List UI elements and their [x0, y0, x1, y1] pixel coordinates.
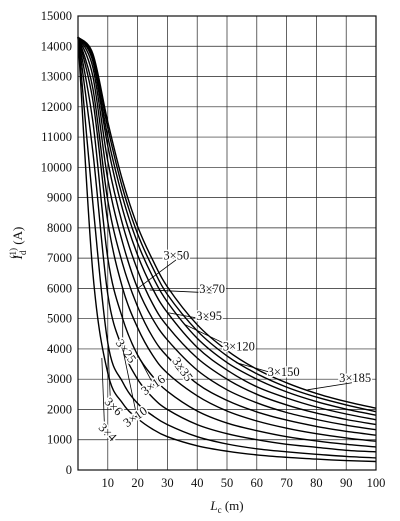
leader-line-3x6 [107, 342, 112, 410]
y-tick-label-0: 0 [66, 463, 72, 477]
x-axis-title-sub: c [218, 505, 222, 515]
y-tick-label-14000: 14000 [41, 39, 72, 53]
series-line-3x35 [77, 37, 377, 436]
x-tick-label-60: 60 [251, 476, 264, 490]
y-tick-label-12000: 12000 [41, 100, 72, 114]
x-tick-label-10: 10 [102, 476, 115, 490]
series-line-3x120 [77, 36, 377, 416]
x-tick-label-70: 70 [280, 476, 293, 490]
y-tick-label-8000: 8000 [47, 221, 72, 235]
x-tick-label-40: 40 [191, 476, 204, 490]
y-axis-title-sub: d [18, 250, 28, 255]
series-line-3x50 [77, 36, 377, 431]
y-axis-title-sup: (1) [8, 248, 18, 259]
series-line-3x6 [77, 37, 377, 459]
series-label-3x16: 3×16 [139, 372, 168, 398]
series-label-3x185: 3×185 [339, 371, 371, 385]
y-axis-title: Id(1) (A) [8, 227, 28, 261]
x-axis-title-unit: (m) [222, 498, 244, 513]
x-axis-title-main: L [209, 498, 217, 513]
y-axis-title-main: I [10, 254, 25, 260]
series-label-3x4: 3×4 [96, 420, 120, 444]
series-line-3x4 [77, 37, 377, 463]
leader-line-3x10 [122, 348, 138, 421]
y-tick-label-1000: 1000 [47, 433, 72, 447]
y-tick-label-7000: 7000 [47, 251, 72, 265]
series-line-3x25 [77, 37, 377, 442]
leader-line-3x70 [149, 289, 213, 294]
leader-line-3x35 [167, 356, 180, 372]
x-axis-title: Lc (m) [209, 498, 243, 515]
series-line-3x70 [77, 36, 377, 426]
y-tick-label-11000: 11000 [41, 130, 72, 144]
y-tick-label-9000: 9000 [47, 191, 72, 205]
y-tick-label-2000: 2000 [47, 402, 72, 416]
leader-line-3x120 [185, 324, 240, 351]
y-tick-label-13000: 13000 [41, 70, 72, 84]
leader-line-3x50 [137, 259, 177, 289]
series-label-3x120: 3×120 [223, 339, 255, 353]
y-tick-label-10000: 10000 [41, 160, 72, 174]
leader-line-3x150 [235, 362, 284, 377]
series-label-3x150: 3×150 [268, 365, 300, 379]
series-label-3x70: 3×70 [199, 282, 225, 296]
series-line-3x185 [77, 36, 377, 409]
y-tick-label-15000: 15000 [41, 9, 72, 23]
x-tick-label-80: 80 [310, 476, 323, 490]
series-label-3x25: 3×25 [113, 337, 139, 366]
x-tick-label-100: 100 [367, 476, 386, 490]
leader-line-3x185 [307, 381, 356, 391]
x-tick-label-20: 20 [131, 476, 144, 490]
x-tick-label-50: 50 [221, 476, 234, 490]
plot-frame [77, 15, 377, 471]
tick-layer: 10 20 30 40 50 60 70 80 90 1000100020003000400050… [41, 9, 386, 490]
series-line-3x95 [77, 36, 377, 421]
series-line-3x10 [77, 37, 377, 453]
y-tick-label-4000: 4000 [47, 342, 72, 356]
series-line-3x150 [77, 36, 377, 413]
series-label-3x50: 3×50 [163, 249, 189, 263]
curve-layer [77, 36, 377, 463]
y-tick-label-3000: 3000 [47, 372, 72, 386]
y-axis-title-unit: (A) [10, 227, 25, 248]
x-tick-label-90: 90 [340, 476, 353, 490]
series-label-3x6: 3×6 [102, 395, 126, 419]
leader-line-3x4 [101, 357, 106, 436]
y-tick-label-6000: 6000 [47, 281, 72, 295]
leader-line-3x95 [167, 312, 210, 321]
series-line-3x16 [77, 37, 377, 448]
y-tick-label-5000: 5000 [47, 312, 72, 326]
leader-line-3x16 [137, 354, 156, 389]
x-tick-label-30: 30 [161, 476, 174, 490]
series-label-3x95: 3×95 [196, 309, 222, 323]
